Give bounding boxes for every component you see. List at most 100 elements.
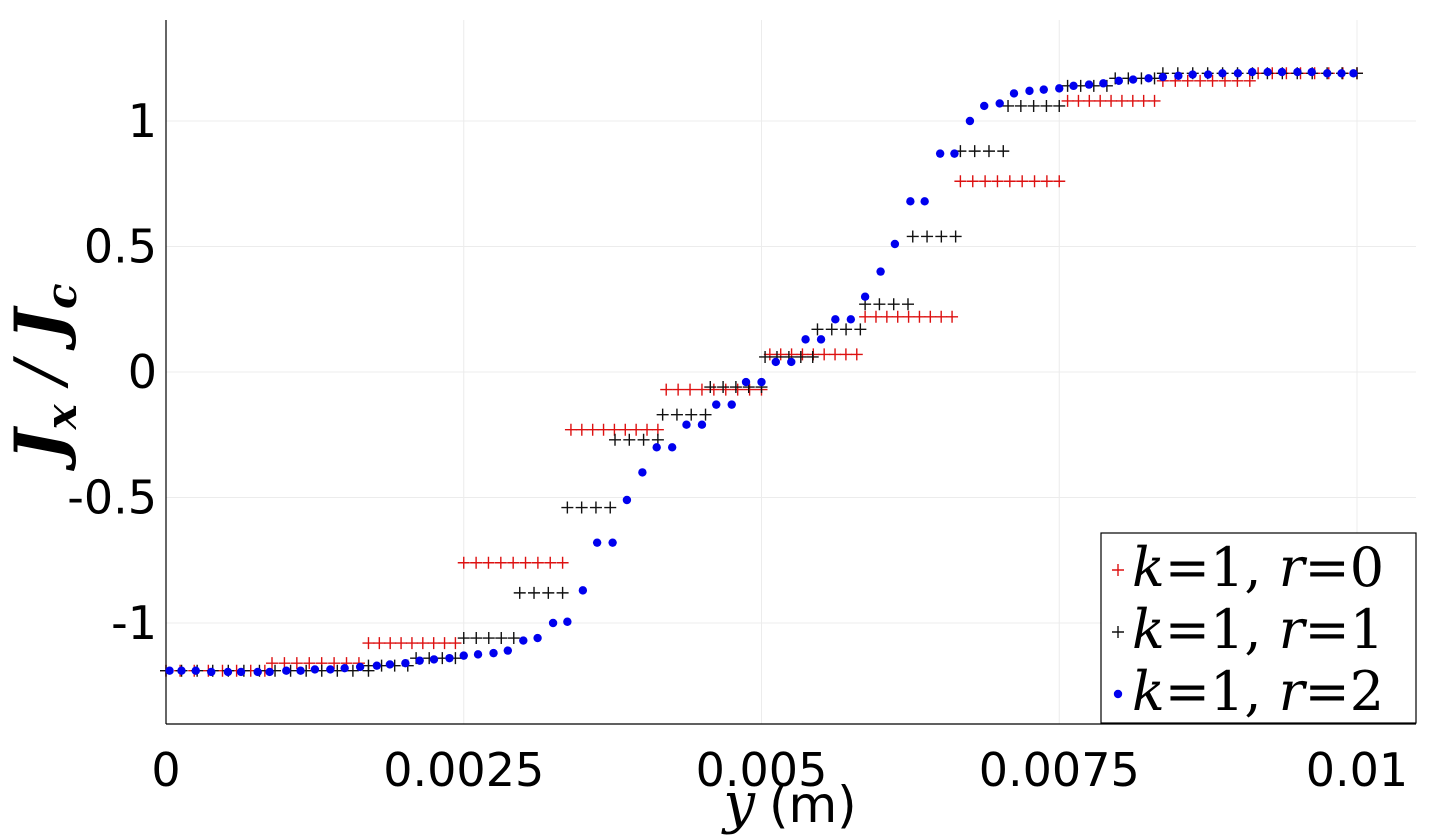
data-point bbox=[310, 665, 320, 674]
data-point bbox=[513, 586, 526, 599]
data-point bbox=[638, 468, 647, 477]
data-point bbox=[1039, 85, 1048, 94]
data-point bbox=[165, 666, 174, 675]
data-point bbox=[415, 656, 424, 665]
data-point bbox=[1128, 75, 1138, 84]
data-point bbox=[1218, 74, 1231, 87]
data-point bbox=[935, 310, 948, 323]
data-point bbox=[727, 400, 736, 409]
data-point bbox=[854, 323, 867, 336]
data-point bbox=[622, 495, 632, 505]
data-point bbox=[1099, 79, 1108, 88]
data-point bbox=[719, 383, 732, 396]
data-point bbox=[869, 310, 882, 323]
x-tick-label: 0.0075 bbox=[979, 743, 1140, 797]
legend-marker bbox=[1112, 564, 1124, 576]
data-point bbox=[731, 383, 744, 396]
data-point bbox=[954, 175, 967, 188]
data-point bbox=[757, 377, 766, 387]
legend-box bbox=[1100, 532, 1417, 724]
data-point bbox=[1016, 175, 1029, 188]
data-point bbox=[372, 661, 382, 670]
legend-label: k=1, r=2 bbox=[1132, 660, 1384, 723]
data-point bbox=[1025, 86, 1034, 96]
axes bbox=[165, 20, 1416, 725]
legend-item: k=1, r=0 bbox=[1112, 536, 1384, 599]
legend-label: k=1, r=1 bbox=[1132, 598, 1384, 661]
data-point bbox=[1349, 69, 1358, 78]
data-point bbox=[223, 667, 233, 677]
data-point bbox=[759, 350, 772, 363]
data-point bbox=[373, 637, 386, 650]
data-point bbox=[207, 667, 216, 677]
data-point bbox=[362, 637, 375, 650]
data-point bbox=[177, 666, 186, 675]
data-point bbox=[741, 377, 751, 387]
data-point bbox=[667, 443, 677, 452]
data-point bbox=[796, 348, 809, 361]
data-point bbox=[1277, 67, 1287, 77]
legend-marker bbox=[1113, 689, 1123, 699]
data-point bbox=[556, 586, 569, 599]
data-point bbox=[859, 310, 872, 323]
data-point bbox=[997, 145, 1010, 158]
data-point bbox=[1003, 175, 1016, 188]
data-point bbox=[604, 501, 617, 514]
data-point bbox=[507, 632, 520, 645]
data-point bbox=[743, 383, 756, 396]
data-point bbox=[811, 323, 824, 336]
data-point bbox=[191, 666, 200, 675]
data-point bbox=[1084, 80, 1094, 89]
data-point bbox=[1323, 69, 1332, 78]
data-point bbox=[575, 501, 588, 514]
data-point bbox=[670, 408, 683, 421]
series-3 bbox=[165, 67, 1358, 677]
data-point bbox=[1126, 94, 1139, 107]
data-point bbox=[592, 538, 602, 547]
data-point bbox=[980, 101, 989, 111]
data-point bbox=[901, 298, 914, 311]
data-point bbox=[1027, 99, 1040, 112]
data-point bbox=[818, 348, 831, 361]
data-point bbox=[831, 315, 840, 324]
data-point bbox=[542, 586, 555, 599]
y-tick-label: 1 bbox=[128, 94, 157, 148]
data-point bbox=[684, 383, 697, 396]
legend: k=1, r=0k=1, r=1k=1, r=2 bbox=[1100, 532, 1417, 724]
data-point bbox=[685, 408, 698, 421]
legend-item: k=1, r=2 bbox=[1113, 660, 1384, 723]
data-point bbox=[1094, 94, 1107, 107]
data-point bbox=[427, 637, 440, 650]
data-point bbox=[913, 310, 926, 323]
plot-series bbox=[160, 67, 1363, 677]
data-point bbox=[652, 443, 661, 452]
data-point bbox=[489, 648, 498, 658]
data-point bbox=[825, 323, 838, 336]
data-point bbox=[924, 310, 937, 323]
data-point bbox=[1263, 67, 1272, 77]
data-point bbox=[920, 197, 929, 206]
data-point bbox=[637, 433, 650, 446]
data-point bbox=[608, 423, 621, 436]
data-point bbox=[921, 230, 934, 243]
legend-label: k=1, r=0 bbox=[1132, 536, 1384, 599]
data-point bbox=[656, 408, 669, 421]
data-point bbox=[935, 149, 945, 158]
data-point bbox=[265, 667, 274, 677]
data-point bbox=[1072, 94, 1085, 107]
data-point bbox=[630, 423, 643, 436]
data-point bbox=[1243, 74, 1256, 87]
data-point bbox=[891, 310, 904, 323]
data-point bbox=[699, 408, 712, 421]
data-point bbox=[1137, 94, 1150, 107]
data-point bbox=[816, 335, 826, 344]
data-point bbox=[1040, 175, 1053, 188]
data-point bbox=[840, 323, 853, 336]
data-point bbox=[965, 116, 975, 126]
data-point bbox=[1293, 67, 1302, 77]
data-point bbox=[651, 423, 664, 436]
data-point bbox=[253, 667, 262, 677]
data-point bbox=[1174, 71, 1183, 81]
data-point bbox=[290, 657, 303, 670]
